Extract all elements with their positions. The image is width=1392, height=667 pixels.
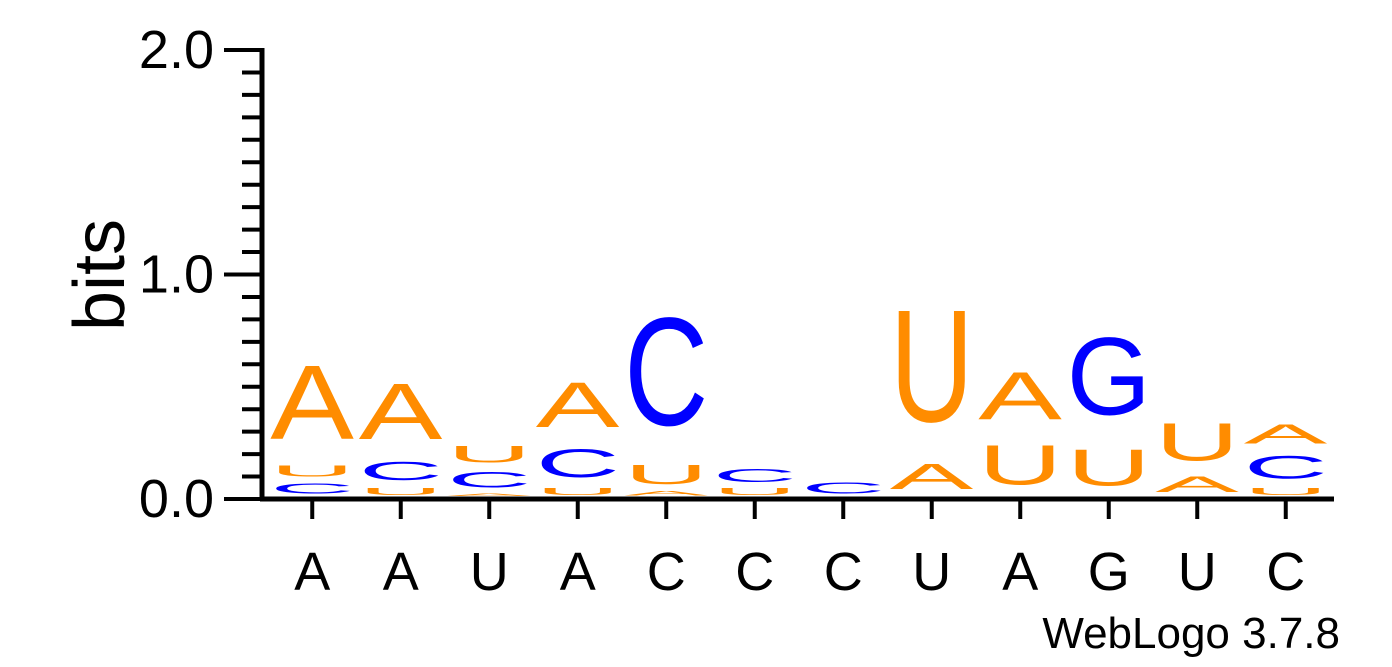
position-stack: UCA bbox=[1244, 419, 1328, 497]
position-stack: AUC bbox=[624, 285, 709, 497]
logo-letter-G: G bbox=[1067, 315, 1151, 438]
logo-letter-U: U bbox=[713, 486, 797, 497]
logo-letter-U: U bbox=[1244, 486, 1328, 497]
logo-letter-U: U bbox=[270, 462, 354, 480]
logo-letter-U: U bbox=[1067, 439, 1151, 497]
position-stack: ACU bbox=[447, 441, 531, 497]
position-label: C bbox=[647, 542, 686, 602]
position-stack: UCA bbox=[359, 367, 443, 497]
position-label: C bbox=[824, 542, 863, 602]
y-tick-label: 2.0 bbox=[139, 20, 214, 80]
position-stack: UA bbox=[978, 358, 1062, 497]
position-label: A bbox=[1002, 542, 1038, 602]
logo-letter-A: A bbox=[359, 367, 443, 456]
position-label: U bbox=[470, 542, 509, 602]
position-stack: C bbox=[801, 479, 885, 497]
position-stack: AU bbox=[1155, 412, 1239, 497]
weblogo-version-label: WebLogo 3.7.8 bbox=[1042, 609, 1340, 658]
position-label: A bbox=[560, 542, 596, 602]
logo-letter-C: C bbox=[1244, 450, 1328, 486]
position-label: U bbox=[1178, 542, 1217, 602]
logo-letter-U: U bbox=[978, 434, 1062, 497]
position-label: U bbox=[912, 542, 951, 602]
logo-letter-C: C bbox=[801, 479, 885, 497]
position-stack: UCA bbox=[536, 369, 620, 497]
position-stack: AU bbox=[890, 276, 974, 497]
y-tick-label: 0.0 bbox=[139, 469, 214, 529]
logo-letter-A: A bbox=[624, 490, 709, 497]
logo-letter-A: A bbox=[536, 369, 620, 440]
y-tick-label: 1.0 bbox=[139, 245, 214, 305]
position-label: G bbox=[1088, 542, 1130, 602]
logo-letter-A: A bbox=[1155, 473, 1239, 497]
logo-letter-C: C bbox=[359, 457, 443, 486]
logo-letter-U: U bbox=[624, 459, 708, 491]
logo-letter-C: C bbox=[270, 480, 354, 497]
logo-letter-A: A bbox=[890, 456, 974, 497]
position-stack: UC bbox=[713, 466, 797, 497]
position-stack: UG bbox=[1067, 315, 1151, 497]
logo-letter-U: U bbox=[890, 276, 974, 456]
y-axis: 0.0 1.0 2.0 bbox=[139, 20, 265, 529]
logo-letter-A: A bbox=[978, 358, 1062, 434]
logo-letter-U: U bbox=[447, 441, 531, 468]
logo-letter-C: C bbox=[536, 441, 620, 486]
y-axis-label: bits bbox=[60, 219, 140, 331]
logo-letter-C: C bbox=[624, 285, 708, 458]
position-label: A bbox=[383, 542, 419, 602]
logo-letter-U: U bbox=[1155, 412, 1239, 472]
position-label: C bbox=[1266, 542, 1305, 602]
position-label: C bbox=[735, 542, 774, 602]
logo-letter-A: A bbox=[1244, 419, 1328, 450]
logo-letter-C: C bbox=[447, 468, 531, 493]
position-label: A bbox=[294, 542, 330, 602]
logo-letter-C: C bbox=[713, 466, 797, 486]
logo-letter-U: U bbox=[359, 486, 443, 497]
logo-letter-A: A bbox=[270, 343, 354, 462]
position-stack: CUA bbox=[270, 343, 354, 497]
logo-letter-A: A bbox=[447, 493, 531, 497]
logo-letter-U: U bbox=[536, 486, 620, 497]
